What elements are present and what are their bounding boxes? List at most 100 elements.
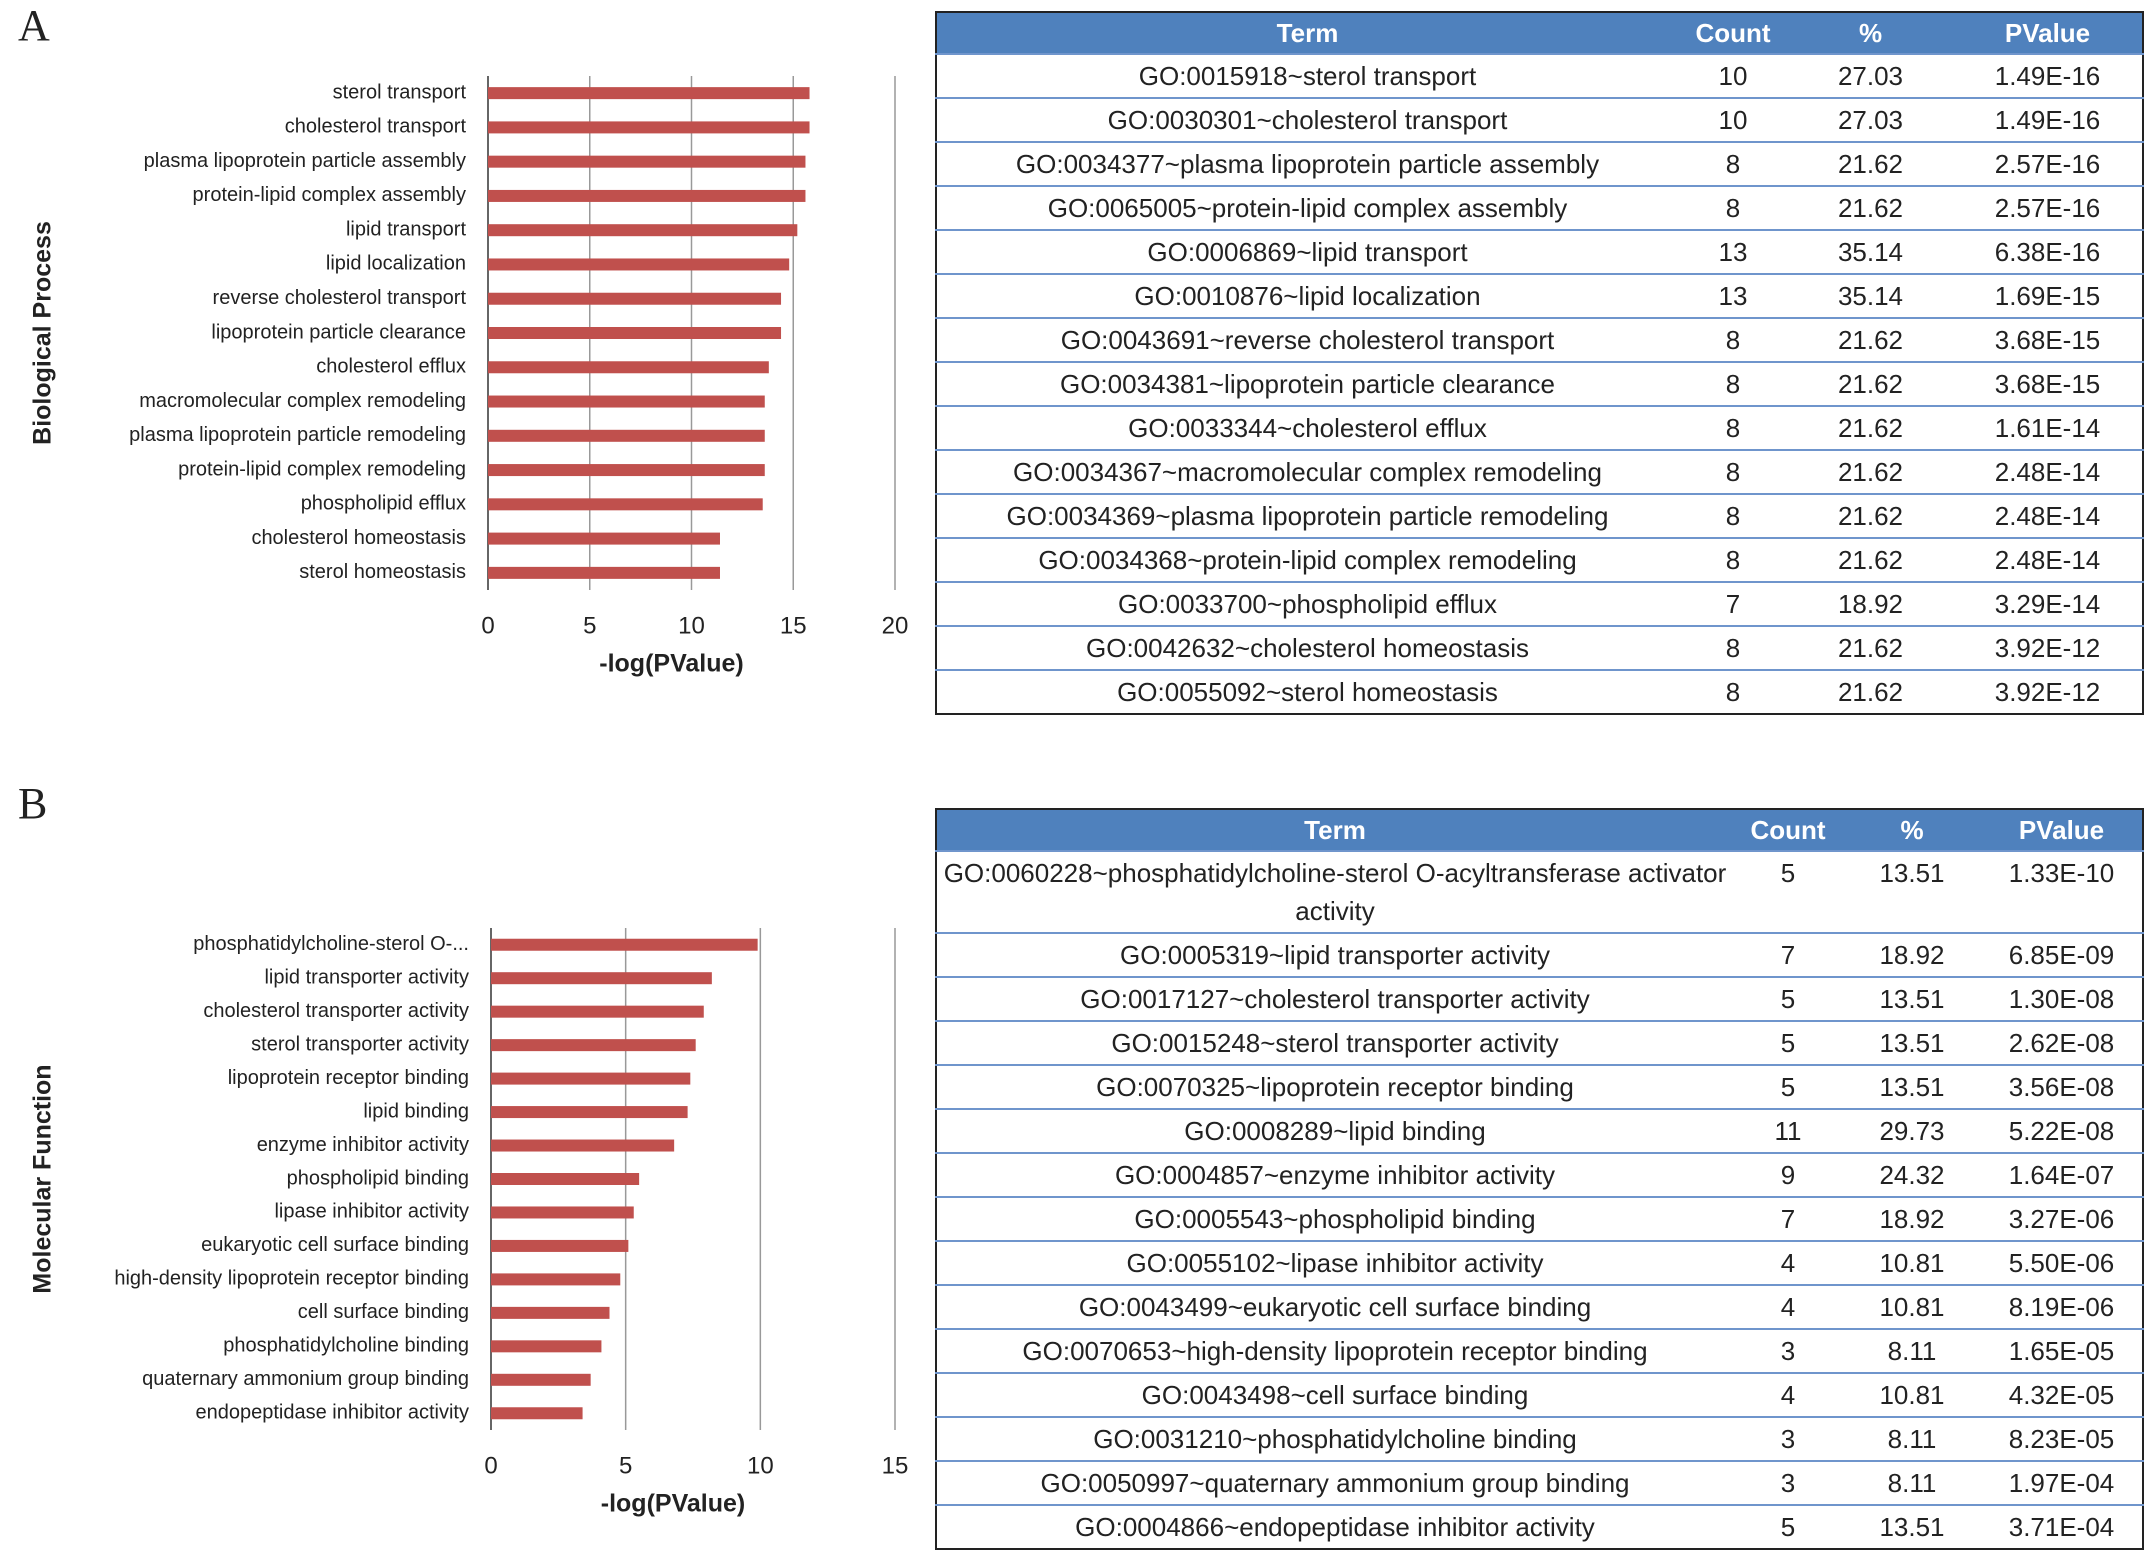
table-cell: 27.03 bbox=[1788, 53, 1953, 98]
y-tick-label: lipoprotein receptor binding bbox=[228, 1067, 469, 1089]
table-row: GO:0017127~cholesterol transporter activ… bbox=[936, 976, 2143, 1021]
table-cell: 21.62 bbox=[1788, 317, 1953, 362]
y-tick-label: high-density lipoprotein receptor bindin… bbox=[114, 1268, 469, 1290]
y-axis-label: Molecular Function bbox=[29, 1064, 57, 1293]
table-cell: 2.48E-14 bbox=[1953, 493, 2143, 538]
table-row: GO:0043498~cell surface binding 4 10.81 4.3… bbox=[936, 1372, 2143, 1417]
table-cell: GO:0030301~cholesterol transport bbox=[936, 97, 1678, 142]
x-tick-label: 0 bbox=[481, 612, 494, 639]
table-cell: 3.68E-15 bbox=[1953, 317, 2143, 362]
bar bbox=[488, 189, 806, 202]
bar bbox=[488, 395, 765, 408]
table-cell: 8 bbox=[1678, 537, 1788, 582]
header-cell: % bbox=[1843, 809, 1981, 851]
table-row: GO:0033344~cholesterol efflux 8 21.62 1.61E… bbox=[936, 405, 2143, 450]
table-cell: 1.64E-07 bbox=[1981, 1152, 2143, 1197]
table-cell: 8 bbox=[1678, 405, 1788, 450]
table-cell: 8 bbox=[1678, 449, 1788, 494]
y-tick-label: phosphatidylcholine binding bbox=[223, 1335, 469, 1357]
y-tick-label: sterol transport bbox=[333, 81, 467, 103]
table-row: GO:0034377~plasma lipoprotein particle a… bbox=[936, 141, 2143, 186]
data-table: Term Count% PValue GO:0060228~phosphatidylc… bbox=[935, 808, 2144, 1550]
x-tick-label: 10 bbox=[678, 612, 705, 639]
table-cell: 1.61E-14 bbox=[1953, 405, 2143, 450]
table-cell: GO:0034381~lipoprotein particle clearanc… bbox=[936, 361, 1678, 406]
table-row: GO:0055102~lipase inhibitor activity 4 10.… bbox=[936, 1240, 2143, 1285]
table-row: GO:0005319~lipid transporter activity 7 18… bbox=[936, 932, 2143, 977]
bar bbox=[488, 292, 782, 305]
table-cell: GO:0004857~enzyme inhibitor activity bbox=[936, 1152, 1733, 1197]
bar bbox=[488, 258, 790, 271]
table-row: GO:0043499~eukaryotic cell surface bindi… bbox=[936, 1284, 2143, 1329]
table-cell: GO:0070325~lipoprotein receptor binding bbox=[936, 1064, 1733, 1109]
x-tick-label: 20 bbox=[882, 612, 909, 639]
table-cell: 21.62 bbox=[1788, 449, 1953, 494]
table-cell: GO:0034377~plasma lipoprotein particle a… bbox=[936, 141, 1678, 186]
table-cell: GO:0065005~protein-lipid complex assembl… bbox=[936, 185, 1678, 230]
table-cell: 35.14 bbox=[1788, 273, 1953, 318]
bar bbox=[491, 1273, 621, 1286]
header-row: Term Count% PValue bbox=[936, 809, 2143, 851]
table-cell: 21.62 bbox=[1788, 141, 1953, 186]
table-cell: 13.51 bbox=[1843, 1064, 1981, 1109]
table-row: GO:0006869~lipid transport 13 35.14 6.38E-1… bbox=[936, 229, 2143, 274]
bar bbox=[491, 1106, 688, 1119]
table-cell: 8.19E-06 bbox=[1981, 1284, 2143, 1329]
table-cell: 4 bbox=[1733, 1372, 1843, 1417]
bar bbox=[491, 1039, 696, 1052]
table-cell: 10 bbox=[1678, 97, 1788, 142]
table-cell: 21.62 bbox=[1788, 625, 1953, 670]
table-cell: GO:0031210~phosphatidylcholine binding bbox=[936, 1416, 1733, 1461]
y-axis-label: Biological Process bbox=[29, 221, 57, 445]
header-cell: PValue bbox=[1981, 809, 2143, 851]
bar bbox=[488, 327, 782, 339]
table-cell: GO:0043691~reverse cholesterol transport bbox=[936, 317, 1678, 362]
data-table: Term Count% PValue GO:0015918~sterol transp… bbox=[935, 11, 2144, 715]
table-cell: 8 bbox=[1678, 141, 1788, 186]
table-row: GO:0004866~endopeptidase inhibitor activ… bbox=[936, 1504, 2143, 1549]
table-cell: 2.62E-08 bbox=[1981, 1020, 2143, 1065]
table-cell: 7 bbox=[1733, 1196, 1843, 1241]
table-cell: 10.81 bbox=[1843, 1372, 1981, 1417]
table-cell: 8 bbox=[1678, 493, 1788, 538]
y-tick-label: lipoprotein particle clearance bbox=[211, 321, 466, 343]
table-cell: 2.57E-16 bbox=[1953, 185, 2143, 230]
table-cell: 8 bbox=[1678, 625, 1788, 670]
table-cell: GO:0055102~lipase inhibitor activity bbox=[936, 1240, 1733, 1285]
table-cell: 2.48E-14 bbox=[1953, 537, 2143, 582]
table-cell: 21.62 bbox=[1788, 405, 1953, 450]
table-row: GO:0034367~macromolecular complex remode… bbox=[936, 449, 2143, 494]
table-cell: 4.32E-05 bbox=[1981, 1372, 2143, 1417]
table-cell: 4 bbox=[1733, 1240, 1843, 1285]
table-cell: 1.49E-16 bbox=[1953, 97, 2143, 142]
table-cell: 21.62 bbox=[1788, 361, 1953, 406]
y-tick-label: cholesterol transporter activity bbox=[203, 1000, 469, 1022]
table-cell: 8.11 bbox=[1843, 1460, 1981, 1505]
header-cell: Count bbox=[1733, 809, 1843, 851]
table-cell: 13 bbox=[1678, 229, 1788, 274]
table-cell: GO:0005543~phospholipid binding bbox=[936, 1196, 1733, 1241]
table-cell: 13.51 bbox=[1843, 1504, 1981, 1549]
table-cell: GO:0006869~lipid transport bbox=[936, 229, 1678, 274]
x-tick-label: 0 bbox=[484, 1452, 497, 1479]
table-cell: GO:0060228~phosphatidylcholine-sterol O-… bbox=[936, 850, 1733, 933]
table-row: GO:0065005~protein-lipid complex assembl… bbox=[936, 185, 2143, 230]
y-tick-label: plasma lipoprotein particle remodeling bbox=[129, 424, 466, 446]
table-cell: GO:0005319~lipid transporter activity bbox=[936, 932, 1733, 977]
table-cell: GO:0034369~plasma lipoprotein particle r… bbox=[936, 493, 1678, 538]
y-tick-label: phosphatidylcholine-sterol O-... bbox=[193, 933, 469, 955]
table-cell: GO:0042632~cholesterol homeostasis bbox=[936, 625, 1678, 670]
y-tick-label: cholesterol efflux bbox=[316, 356, 466, 378]
table-cell: 6.38E-16 bbox=[1953, 229, 2143, 274]
table-cell: 5.50E-06 bbox=[1981, 1240, 2143, 1285]
table-cell: 5 bbox=[1733, 976, 1843, 1021]
y-tick-label: quaternary ammonium group binding bbox=[142, 1368, 469, 1390]
table-cell: 18.92 bbox=[1843, 932, 1981, 977]
header-cell: % bbox=[1788, 12, 1953, 54]
table-row: GO:0004857~enzyme inhibitor activity 9 24.… bbox=[936, 1152, 2143, 1197]
table-cell: 3.71E-04 bbox=[1981, 1504, 2143, 1549]
table-row: GO:0043691~reverse cholesterol transport… bbox=[936, 317, 2143, 362]
bar bbox=[491, 1206, 634, 1219]
table-cell: 1.33E-10 bbox=[1981, 850, 2143, 933]
